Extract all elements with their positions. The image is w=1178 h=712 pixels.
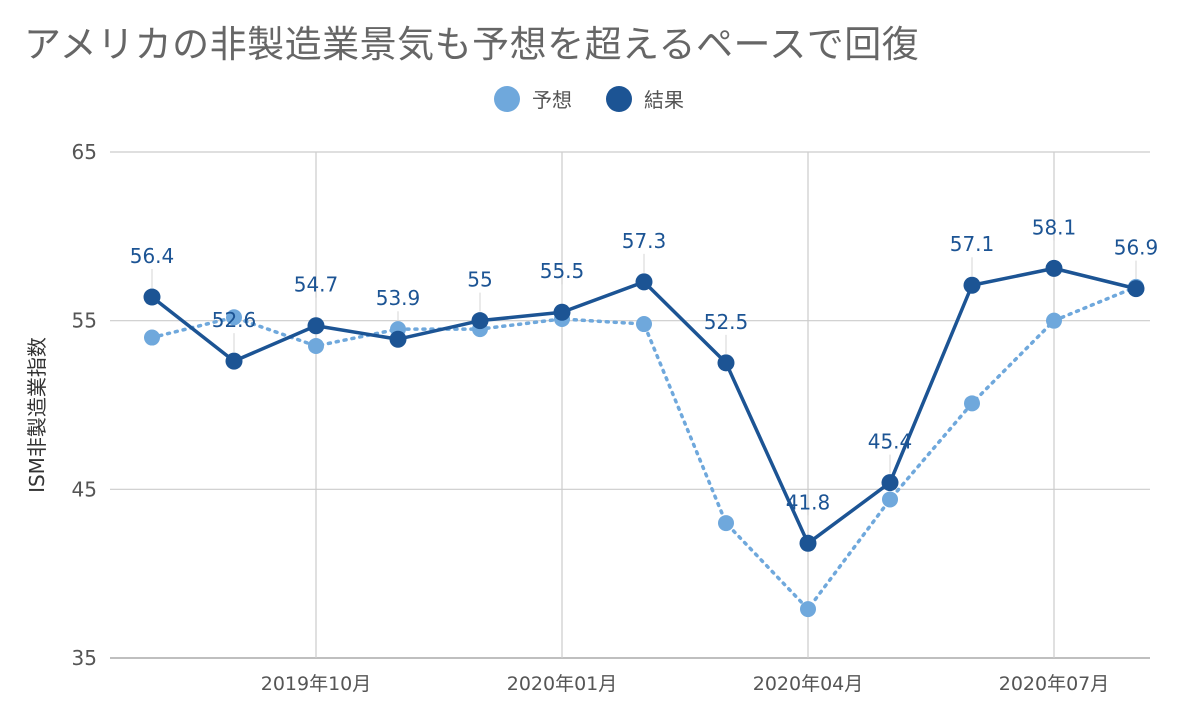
y-tick-label: 55 xyxy=(72,309,97,333)
grid-lines xyxy=(110,151,1150,659)
legend: 予想 結果 xyxy=(0,84,1178,113)
x-tick-label: 2020年01月 xyxy=(507,673,618,695)
legend-result-marker-icon xyxy=(606,85,632,112)
chart-title: アメリカの非製造業景気も予想を超えるペースで回復 xyxy=(24,23,920,66)
result-line xyxy=(150,266,1137,546)
y-axis-title: ISM非製造業指数 xyxy=(25,337,49,493)
result-data-label: 54.7 xyxy=(294,273,339,297)
series-result xyxy=(143,259,1145,552)
result-data-label: 53.9 xyxy=(376,286,421,310)
result-point xyxy=(225,352,243,370)
result-data-label: 56.4 xyxy=(130,244,175,268)
result-point xyxy=(389,330,407,348)
forecast-point xyxy=(800,601,816,618)
y-axis: 35 45 55 65 xyxy=(72,140,97,670)
result-point xyxy=(717,354,735,372)
result-point xyxy=(1045,259,1063,277)
result-point xyxy=(799,534,817,552)
y-tick-label: 45 xyxy=(72,477,97,501)
legend-result-label: 結果 xyxy=(644,88,684,112)
result-data-label: 41.8 xyxy=(786,490,831,514)
forecast-point xyxy=(1046,312,1062,329)
legend-forecast-marker-icon xyxy=(494,85,520,112)
forecast-point xyxy=(882,491,898,508)
y-tick-label: 35 xyxy=(72,646,97,670)
x-tick-label: 2020年04月 xyxy=(753,673,864,695)
forecast-point xyxy=(636,316,652,333)
forecast-point xyxy=(964,395,980,412)
result-data-label: 52.6 xyxy=(212,308,257,332)
result-data-label: 52.5 xyxy=(704,310,749,334)
x-axis: 2019年10月 2020年01月 2020年04月 2020年07月 xyxy=(261,673,1110,695)
x-tick-label: 2019年10月 xyxy=(261,673,372,695)
result-data-label: 55.5 xyxy=(540,259,585,283)
forecast-point xyxy=(226,309,242,326)
forecast-point xyxy=(308,337,324,354)
data-labels: 56.4 52.6 54.7 53.9 55 55.5 57.3 52.5 41.8 45.4 57… xyxy=(130,215,1159,514)
result-data-label: 56.9 xyxy=(1114,236,1159,260)
legend-item-forecast: 予想 xyxy=(494,84,572,113)
result-point xyxy=(471,312,489,330)
result-point xyxy=(1127,280,1145,298)
result-point xyxy=(881,474,899,492)
result-data-label: 58.1 xyxy=(1032,215,1077,239)
legend-item-result: 結果 xyxy=(606,84,684,113)
x-tick-label: 2020年07月 xyxy=(999,673,1110,695)
result-point xyxy=(307,317,325,335)
result-data-label: 57.3 xyxy=(622,229,667,253)
forecast-point xyxy=(718,515,734,532)
label-leader-lines xyxy=(151,240,1137,535)
forecast-line xyxy=(150,285,1138,612)
result-point xyxy=(635,273,653,291)
result-point xyxy=(963,276,981,294)
series-forecast xyxy=(144,278,1144,618)
forecast-point xyxy=(144,329,160,346)
result-data-label: 57.1 xyxy=(950,232,995,256)
result-data-label: 55 xyxy=(467,268,492,292)
legend-forecast-label: 予想 xyxy=(532,88,572,112)
y-tick-label: 65 xyxy=(72,140,97,164)
result-point xyxy=(143,288,161,306)
result-data-label: 45.4 xyxy=(868,430,913,454)
result-point xyxy=(553,303,571,321)
